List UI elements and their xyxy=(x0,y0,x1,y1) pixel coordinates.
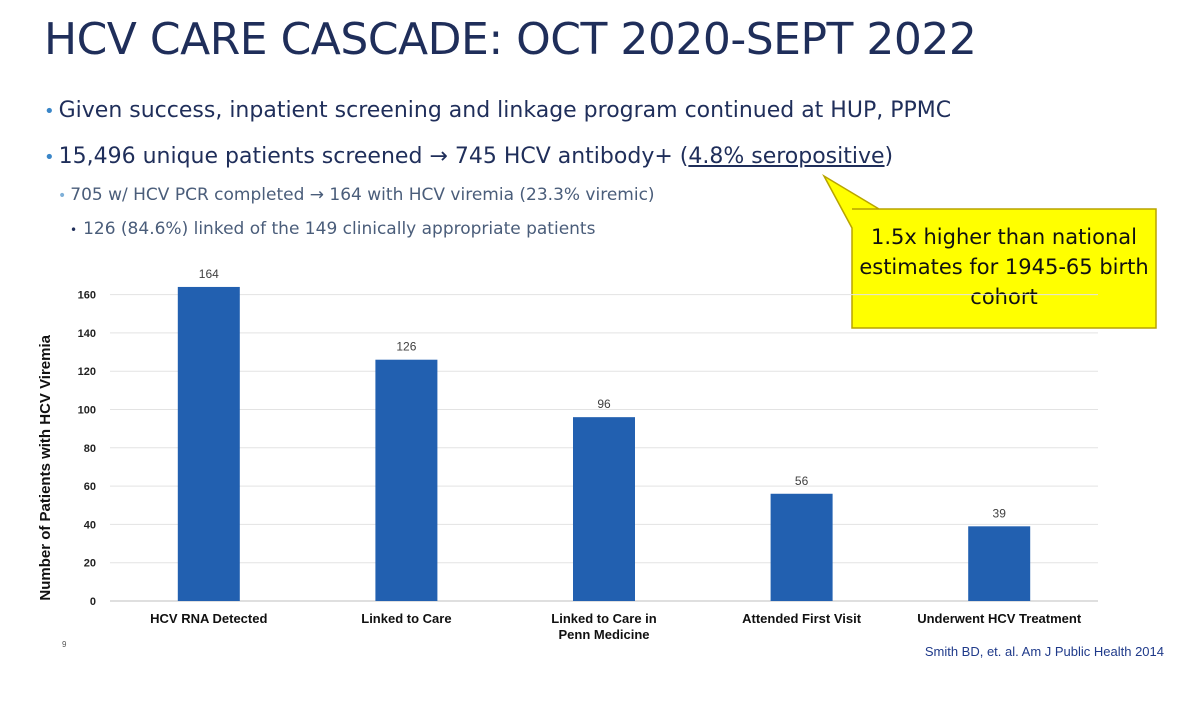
y-axis-title: Number of Patients with HCV Viremia xyxy=(37,334,54,600)
callout-box xyxy=(822,173,1157,329)
y-tick-label: 20 xyxy=(84,558,96,570)
bar xyxy=(573,417,635,601)
y-tick-label: 40 xyxy=(84,519,96,531)
bullet-program-text: Given success, inpatient screening and l… xyxy=(58,98,952,123)
data-label: 56 xyxy=(795,474,809,488)
y-tick-label: 140 xyxy=(78,328,96,340)
bullet-pcr: • 705 w/ HCV PCR completed → 164 with HCV… xyxy=(58,185,655,205)
bullet-program: • Given success, inpatient screening and … xyxy=(44,98,951,123)
category-label: Linked to Care xyxy=(361,611,451,626)
data-label: 39 xyxy=(993,506,1007,520)
bar xyxy=(375,359,438,601)
bullet-screened-text: 15,496 unique patients screened → 745 HC… xyxy=(58,144,689,169)
category-label: HCV RNA Detected xyxy=(150,611,267,626)
bullet-dot: • xyxy=(44,147,55,168)
bullet-dot: • xyxy=(58,188,67,204)
data-label: 164 xyxy=(199,267,219,281)
category-label: Linked to Care in xyxy=(551,611,657,626)
y-tick-label: 100 xyxy=(78,405,96,417)
y-tick-label: 80 xyxy=(84,443,96,455)
y-tick-label: 0 xyxy=(90,596,96,608)
category-label: Penn Medicine xyxy=(558,627,649,642)
citation-footnote: Smith BD, et. al. Am J Public Health 201… xyxy=(924,644,1164,659)
bar xyxy=(770,493,833,601)
category-label: Attended First Visit xyxy=(742,611,862,626)
bullet-screened: • 15,496 unique patients screened → 745 H… xyxy=(44,144,893,169)
bullet-linked: • 126 (84.6%) linked of the 149 clinicall… xyxy=(70,219,595,239)
y-tick-label: 160 xyxy=(78,290,96,302)
seropositive-text: 4.8% seropositive xyxy=(688,144,885,169)
category-label: Underwent HCV Treatment xyxy=(917,611,1082,626)
bullet-linked-text: 126 (84.6%) linked of the 149 clinically… xyxy=(83,219,596,239)
callout-text: 1.5x higher than national estimates for … xyxy=(859,225,1149,309)
bullet-dot: • xyxy=(70,223,78,237)
y-tick-label: 120 xyxy=(78,366,96,378)
bar-chart: 0 20 40 60 80 100 120 140 160 Number of Patients … xyxy=(37,267,1098,642)
y-tick-label: 60 xyxy=(84,481,96,493)
data-label: 96 xyxy=(597,397,611,411)
bullet-screened-close: ) xyxy=(884,144,894,169)
slide-title: HCV CARE CASCADE: OCT 2020-SEPT 2022 xyxy=(44,14,977,65)
bullet-dot: • xyxy=(44,101,55,122)
bullet-pcr-text: 705 w/ HCV PCR completed → 164 with HCV … xyxy=(70,185,655,205)
bar xyxy=(968,526,1031,601)
slide-number: 9 xyxy=(62,640,67,649)
bar xyxy=(177,286,240,601)
data-label: 126 xyxy=(396,340,416,354)
